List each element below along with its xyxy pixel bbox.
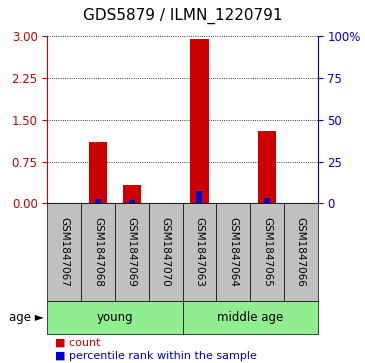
Bar — [115, 203, 149, 301]
Text: GSM1847070: GSM1847070 — [161, 217, 170, 287]
Bar — [182, 203, 216, 301]
Text: middle age: middle age — [217, 311, 283, 324]
Bar — [149, 203, 182, 301]
Text: GSM1847067: GSM1847067 — [59, 217, 69, 287]
Bar — [81, 203, 115, 301]
Bar — [47, 301, 182, 334]
Bar — [190, 39, 209, 203]
Text: ■ percentile rank within the sample: ■ percentile rank within the sample — [55, 351, 257, 362]
Text: GSM1847066: GSM1847066 — [296, 217, 306, 287]
Bar — [123, 185, 141, 203]
Text: young: young — [97, 311, 133, 324]
Text: GDS5879 / ILMN_1220791: GDS5879 / ILMN_1220791 — [83, 8, 282, 24]
Text: GSM1847068: GSM1847068 — [93, 217, 103, 287]
Bar — [196, 191, 203, 203]
Bar — [258, 131, 276, 203]
Bar — [250, 203, 284, 301]
Bar — [95, 199, 101, 203]
Text: GSM1847064: GSM1847064 — [228, 217, 238, 287]
Text: GSM1847065: GSM1847065 — [262, 217, 272, 287]
Text: GSM1847063: GSM1847063 — [195, 217, 204, 287]
Text: age ►: age ► — [9, 311, 44, 324]
Bar — [182, 301, 318, 334]
Bar — [216, 203, 250, 301]
Text: GSM1847069: GSM1847069 — [127, 217, 137, 287]
Bar — [264, 198, 270, 203]
Bar — [47, 203, 81, 301]
Bar — [129, 200, 135, 203]
Bar — [284, 203, 318, 301]
Bar — [89, 142, 107, 203]
Text: ■ count: ■ count — [55, 338, 100, 348]
